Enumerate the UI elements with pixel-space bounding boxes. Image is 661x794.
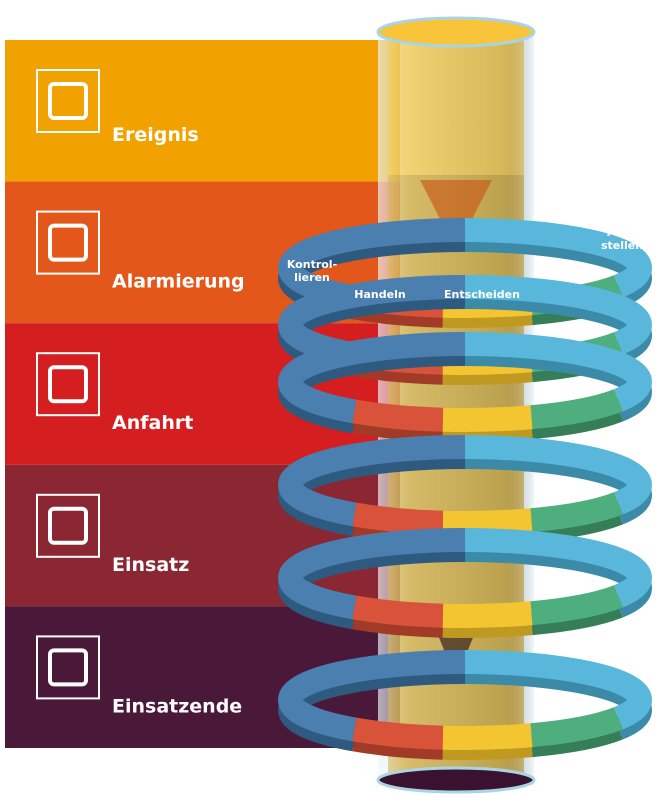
- phase-label: Ereignis: [112, 124, 199, 146]
- phase-label: Alarmierung: [112, 271, 245, 293]
- cycle-label: Handeln: [354, 288, 405, 301]
- cycle-label: Fest-: [607, 226, 638, 239]
- phase-label: Einsatzende: [112, 695, 242, 717]
- phase-label: Anfahrt: [112, 412, 193, 434]
- cycle-label: Entscheiden: [444, 288, 520, 301]
- cycle-label: stellen: [601, 239, 643, 252]
- phase-label: Einsatz: [112, 554, 189, 576]
- phase-band: [5, 465, 400, 607]
- phase-band: [5, 40, 400, 182]
- cycle-label: Beurteilen: [540, 268, 605, 281]
- diagram: Ereignis Alarmierung Anfahrt Einsatz Einsatz…: [0, 0, 661, 794]
- cycle-label: lieren: [294, 271, 330, 284]
- cycle-label: Kontrol-: [287, 258, 337, 271]
